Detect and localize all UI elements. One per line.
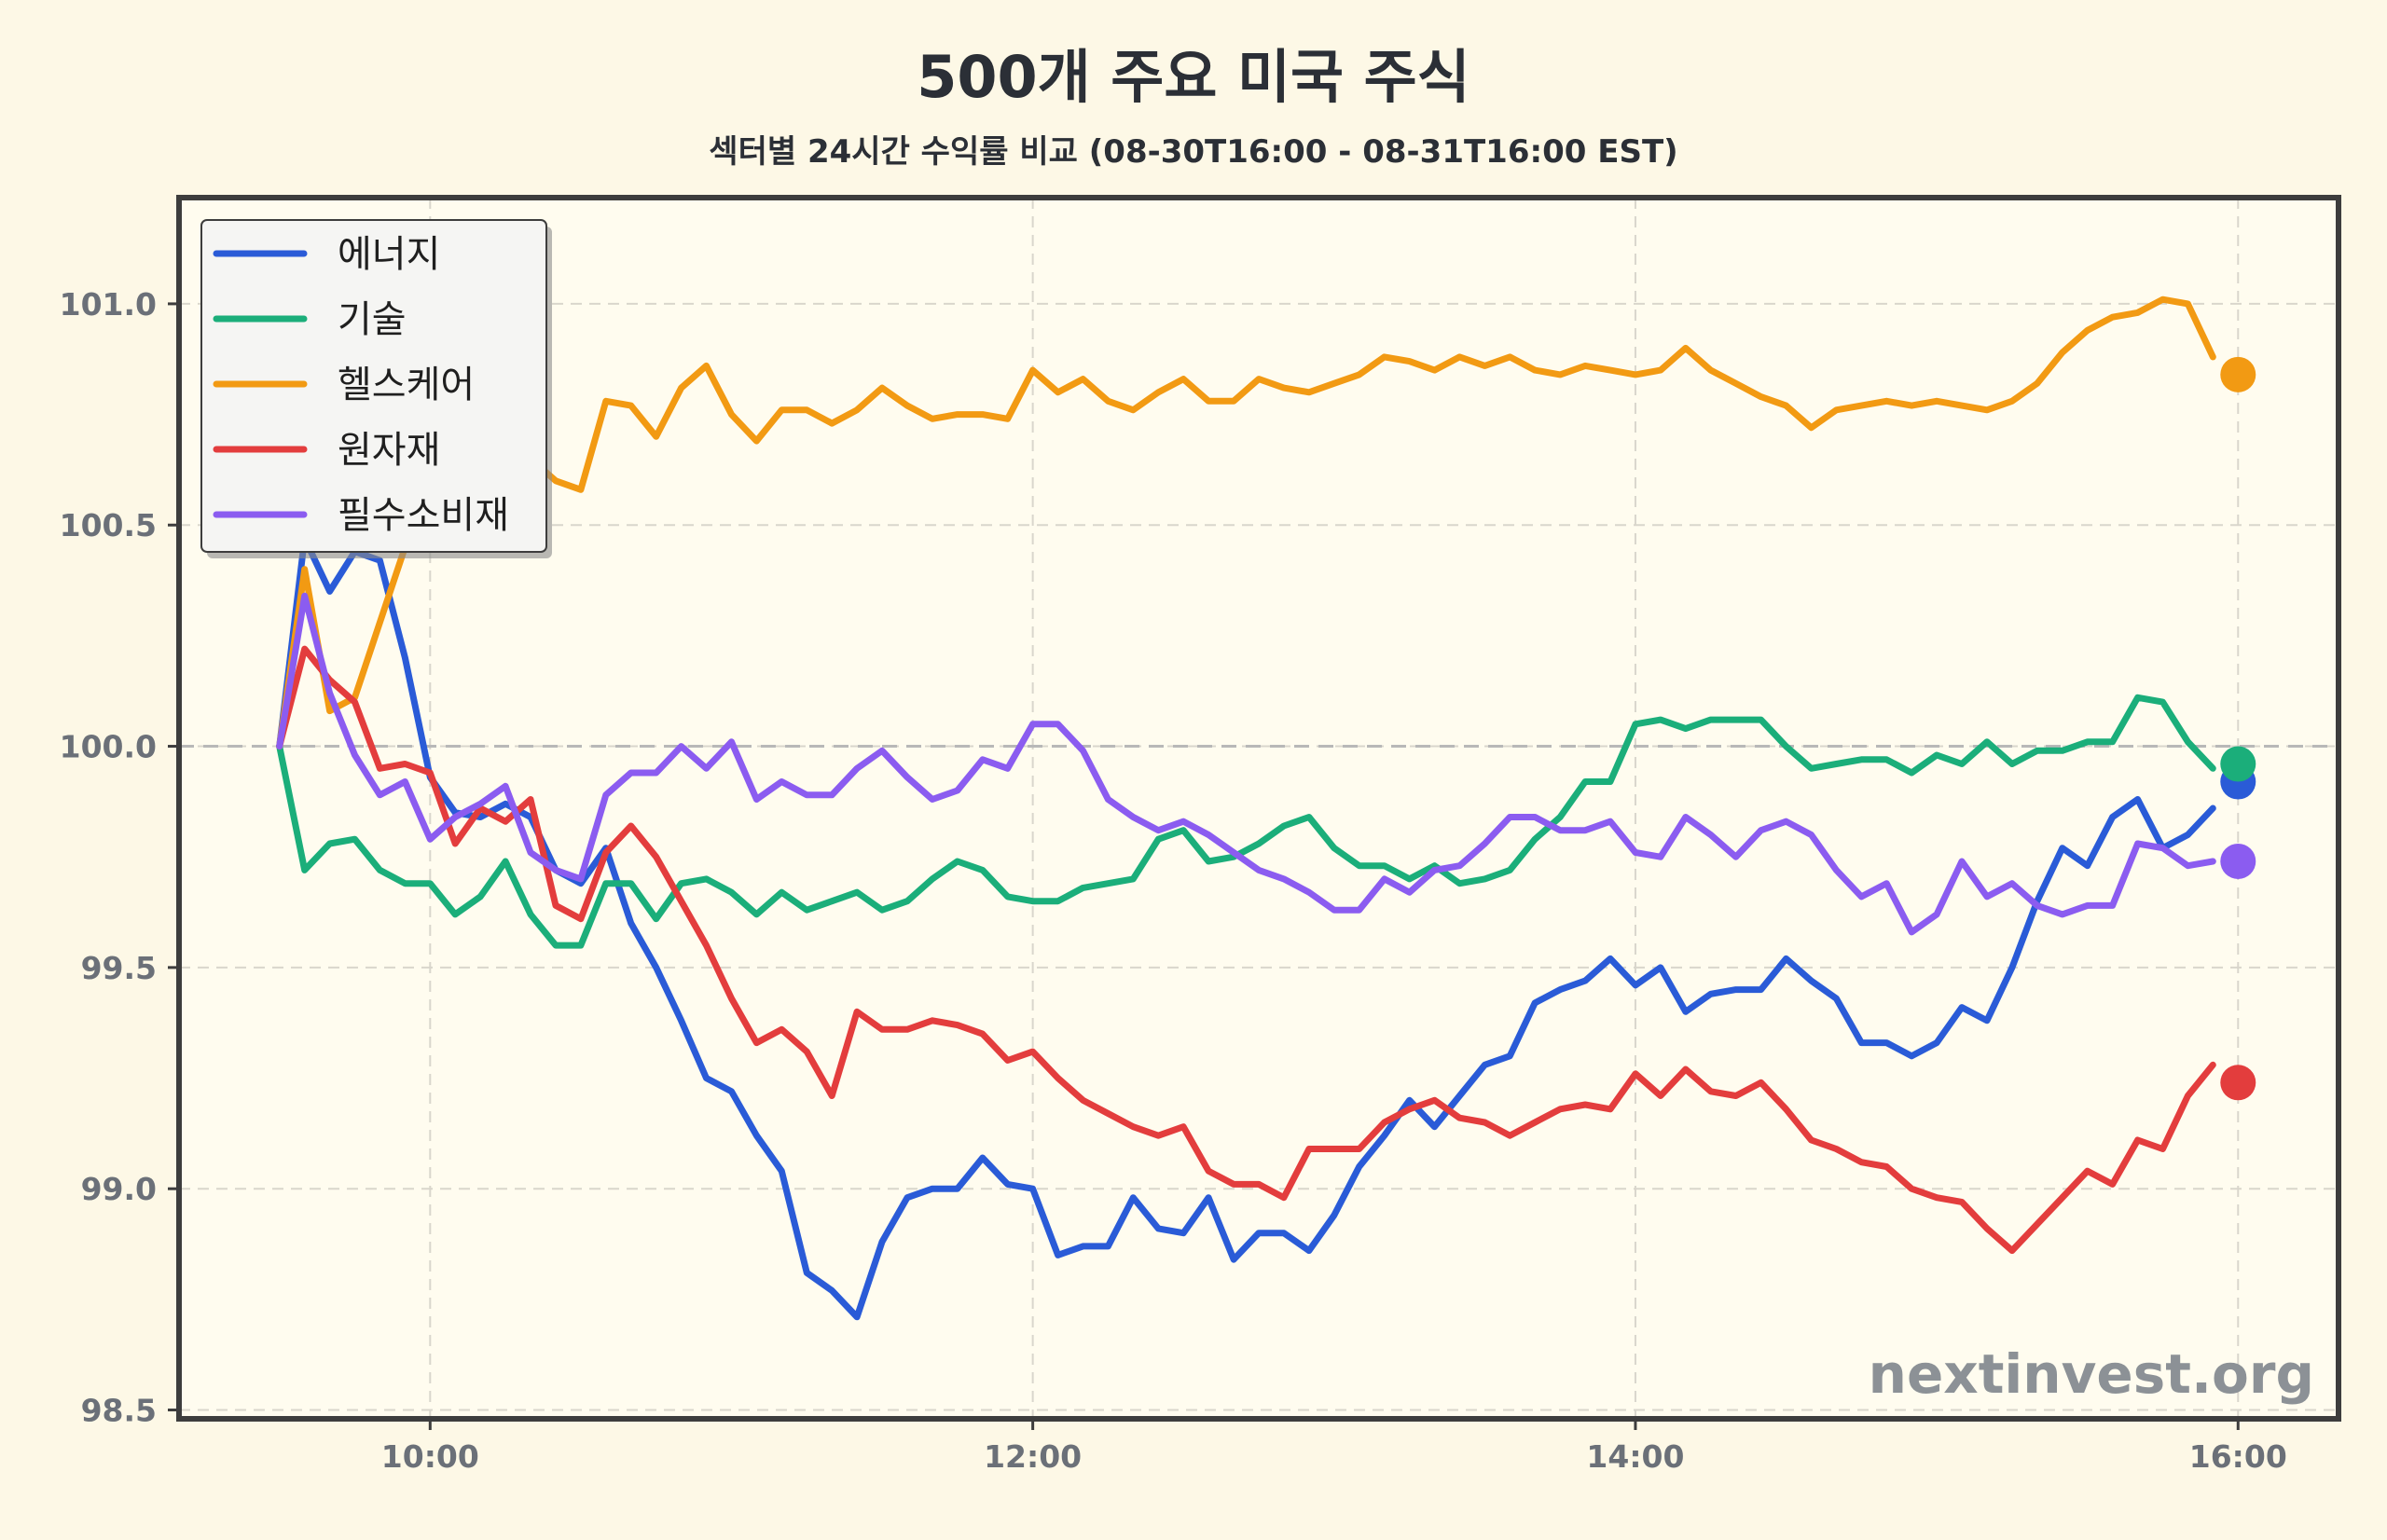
- chart-title: 500개 주요 미국 주식: [917, 43, 1469, 111]
- y-tick-label: 98.5: [81, 1393, 157, 1429]
- legend-box: [200, 219, 547, 553]
- series-line-2: [276, 296, 2216, 750]
- series-endpoint-4: [2220, 843, 2256, 879]
- legend-label-1: 기술: [338, 298, 407, 341]
- y-tick-label: 100.5: [60, 507, 157, 543]
- series-endpoint-3: [2220, 1065, 2256, 1101]
- y-tick-label: 99.0: [81, 1171, 157, 1207]
- legend-label-4: 필수소비재: [338, 494, 509, 537]
- y-tick-label: 100.0: [60, 729, 157, 765]
- series-line-3: [276, 645, 2216, 1255]
- x-tick-label: 12:00: [984, 1438, 1082, 1475]
- x-tick-label: 10:00: [381, 1438, 479, 1475]
- y-tick-label: 99.5: [81, 950, 157, 986]
- series-endpoint-1: [2220, 746, 2256, 782]
- series-layer: [276, 296, 2216, 1321]
- grid-layer: [179, 198, 2339, 1419]
- y-tick-label: 101.0: [60, 286, 157, 323]
- chart-subtitle: 섹터별 24시간 수익률 비교 (08-30T16:00 - 08-31T16:…: [709, 133, 1677, 171]
- series-line-0: [276, 535, 2216, 1321]
- series-endpoint-2: [2220, 356, 2256, 392]
- x-tick-label: 14:00: [1586, 1438, 1684, 1475]
- watermark: nextinvest.org: [1869, 1342, 2314, 1406]
- legend-label-2: 헬스케어: [338, 364, 475, 406]
- x-tick-label: 16:00: [2189, 1438, 2287, 1475]
- tick-layer: 10:00 12:00 14:00 16:00 98.5 99.0 99.5 100.0 100…: [60, 286, 2287, 1475]
- series-line-1: [276, 694, 2216, 949]
- series-line-4: [276, 592, 2216, 936]
- endpoint-layer: [2220, 356, 2256, 1101]
- plot-frame: [176, 195, 2341, 1422]
- legend-label-0: 에너지: [338, 233, 440, 276]
- legend-label-3: 원자재: [338, 429, 440, 472]
